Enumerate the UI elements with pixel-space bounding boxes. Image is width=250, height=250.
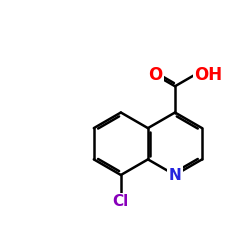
Text: O: O bbox=[148, 66, 163, 84]
Text: Cl: Cl bbox=[113, 194, 129, 209]
Text: OH: OH bbox=[194, 66, 222, 84]
Text: N: N bbox=[168, 168, 181, 182]
